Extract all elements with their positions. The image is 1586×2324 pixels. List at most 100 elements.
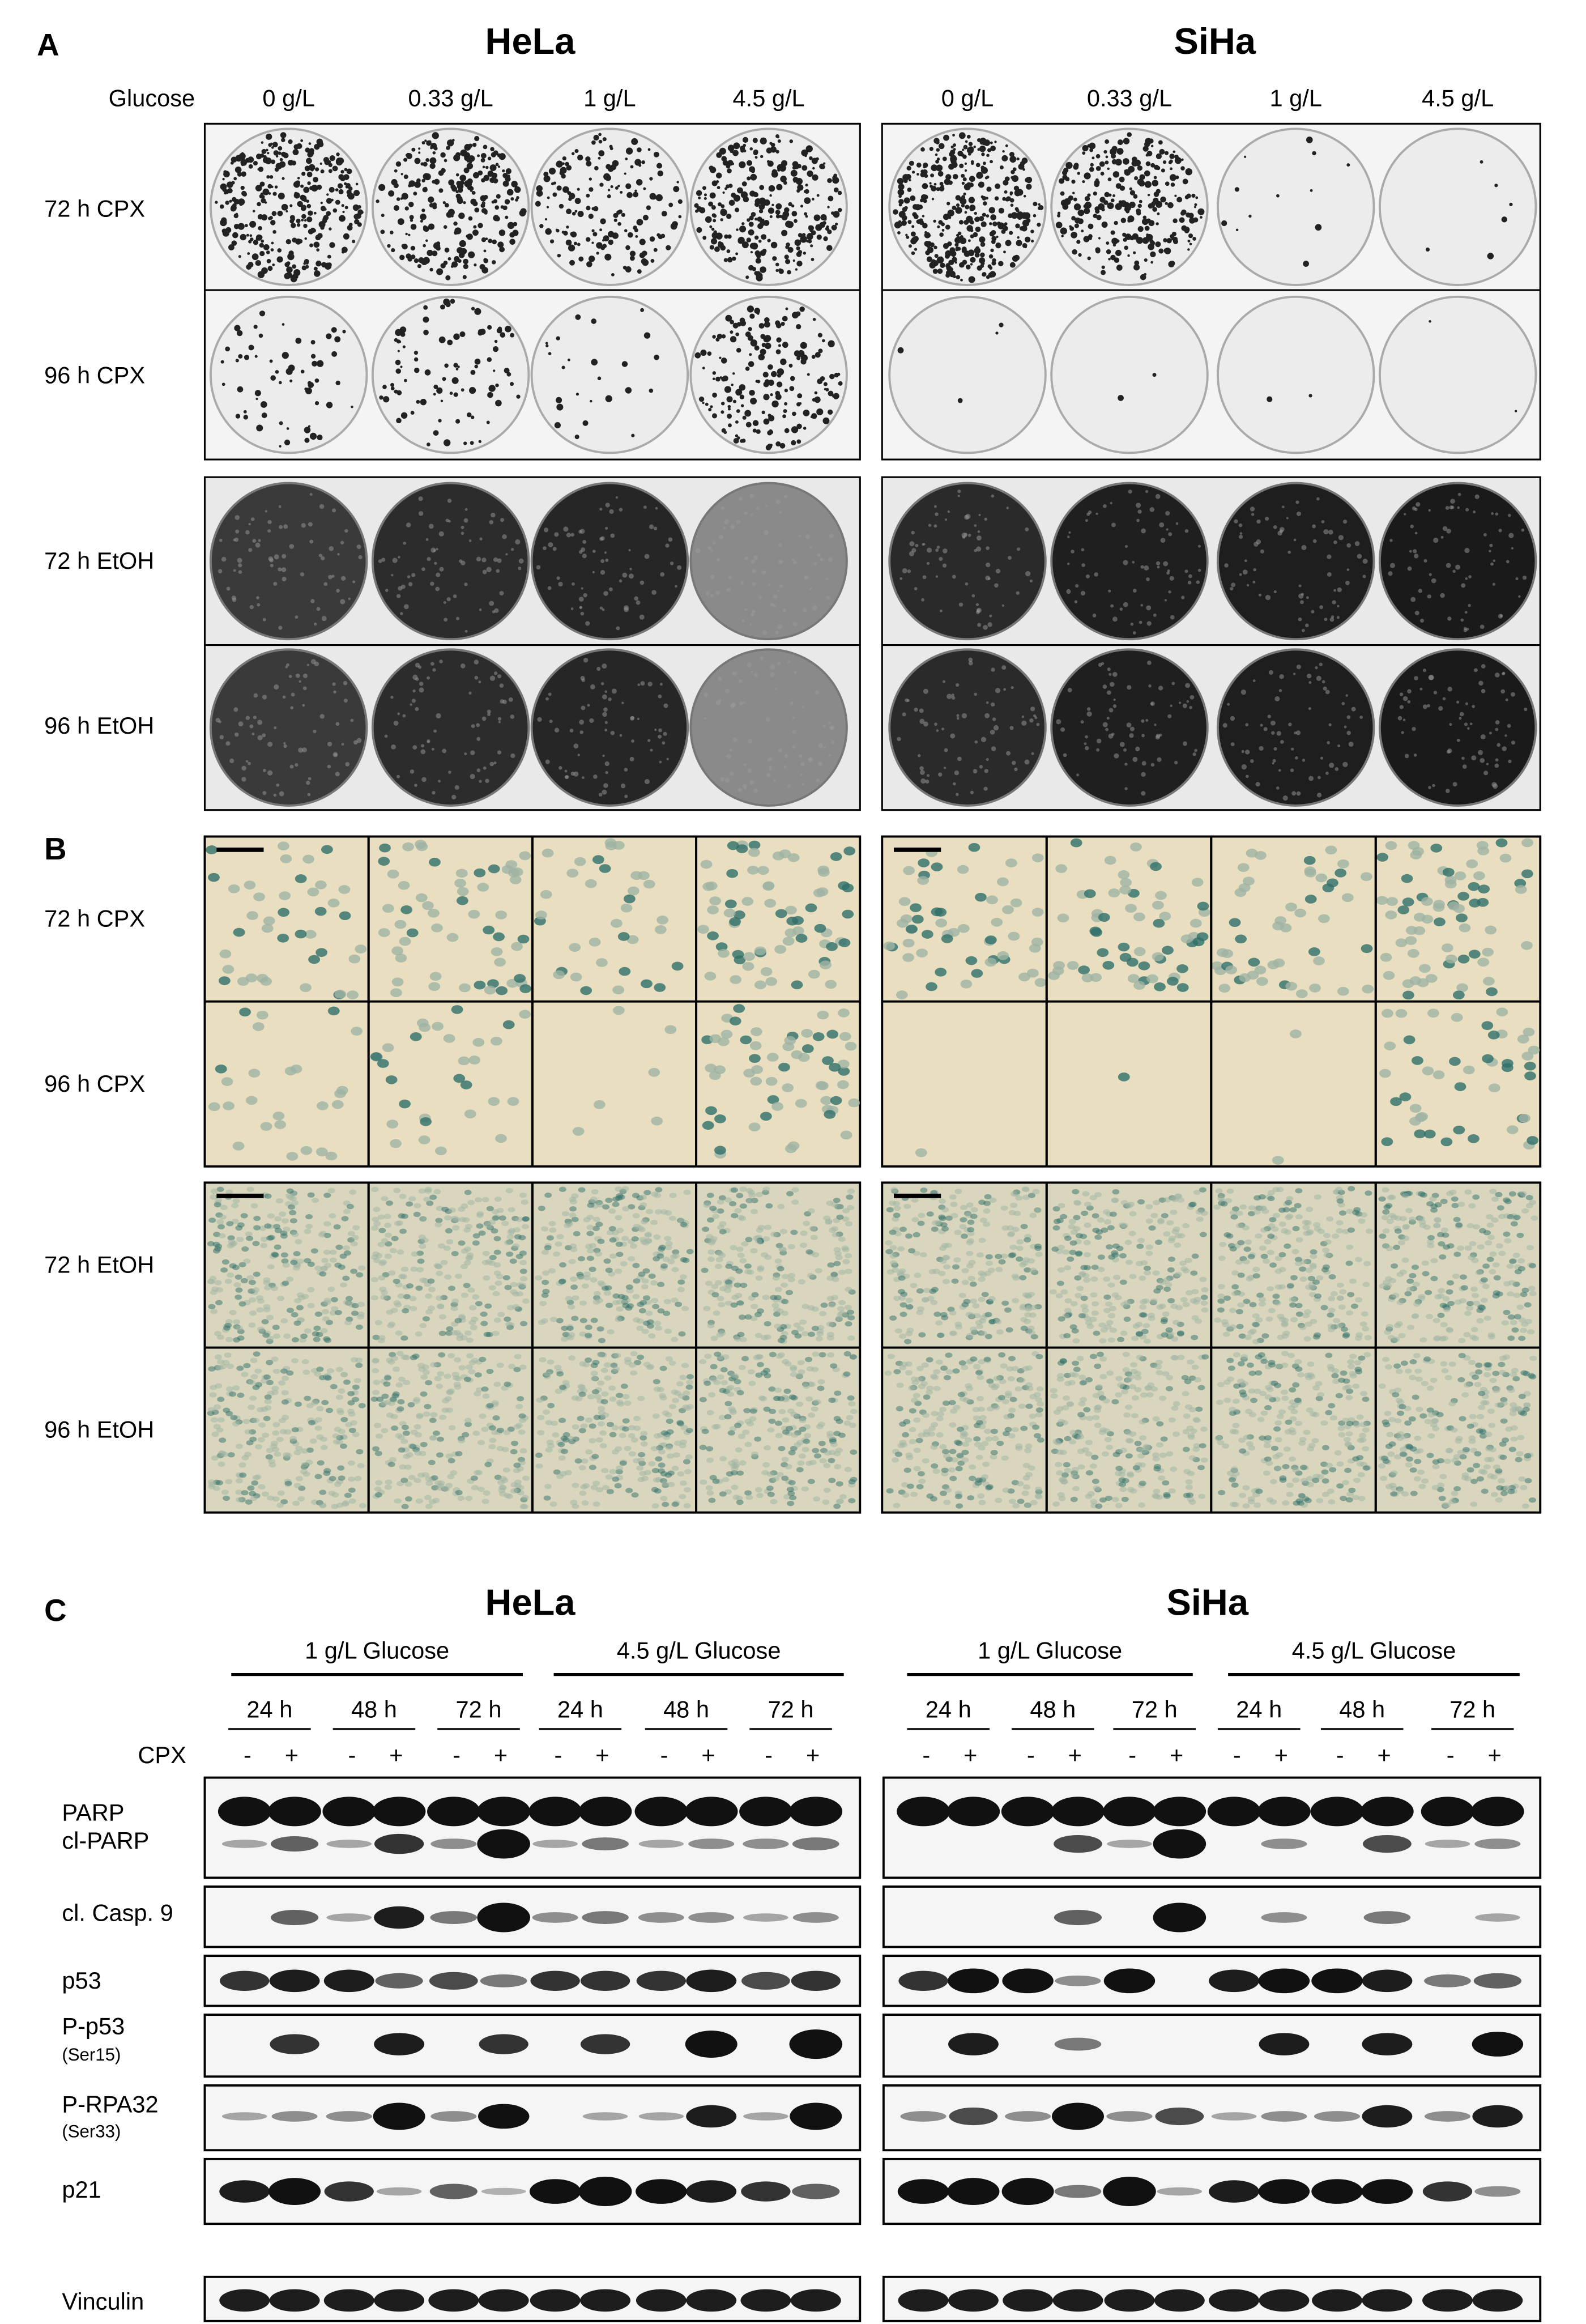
cell	[300, 983, 312, 992]
cell	[327, 1187, 335, 1194]
colony	[897, 189, 905, 196]
speckle	[1132, 631, 1136, 635]
speckle	[759, 656, 764, 661]
colony	[413, 350, 419, 355]
colony	[783, 409, 787, 414]
cell	[347, 1231, 355, 1237]
speckle	[408, 582, 413, 586]
speckle	[615, 496, 619, 499]
colony	[418, 151, 421, 154]
speckle	[1508, 533, 1514, 538]
speckle	[792, 560, 797, 564]
colony	[424, 369, 431, 376]
colony	[824, 388, 826, 390]
speckle	[769, 768, 772, 771]
colony	[421, 178, 425, 183]
cell	[519, 1010, 531, 1019]
colony	[748, 361, 754, 367]
cell	[351, 1027, 363, 1036]
colony	[1061, 235, 1064, 237]
speckle	[1157, 757, 1162, 762]
speckle	[592, 550, 596, 553]
colony	[961, 203, 965, 208]
colony	[989, 271, 996, 278]
colony	[952, 257, 957, 262]
colony	[380, 229, 385, 235]
colony	[493, 199, 498, 203]
speckle	[1342, 761, 1348, 768]
colony	[721, 334, 726, 339]
speckle	[273, 582, 278, 586]
cell	[654, 1320, 662, 1326]
cell	[252, 1241, 260, 1246]
colony	[943, 134, 949, 141]
colony	[495, 383, 499, 388]
cell	[244, 880, 256, 889]
cell	[631, 1236, 639, 1242]
colony	[586, 206, 591, 211]
colony	[293, 144, 299, 150]
cell	[814, 923, 826, 933]
speckle	[1351, 706, 1356, 712]
colony	[768, 364, 773, 370]
cell	[678, 1331, 686, 1337]
speckle	[400, 612, 403, 615]
cell	[824, 1110, 836, 1119]
colony	[950, 145, 954, 149]
colony	[786, 221, 794, 228]
speckle	[390, 696, 394, 699]
cell	[648, 1067, 660, 1077]
speckle	[580, 611, 585, 616]
cell	[248, 1404, 255, 1410]
cell	[339, 1282, 347, 1288]
cell	[801, 1028, 813, 1038]
cell	[736, 1246, 744, 1252]
speckle	[1148, 684, 1152, 688]
speckle	[336, 589, 340, 593]
cell	[617, 1194, 625, 1200]
cell	[573, 1231, 581, 1237]
cell	[786, 1191, 794, 1197]
speckle	[1141, 761, 1146, 766]
speckle	[1428, 509, 1431, 512]
cell	[508, 1364, 516, 1369]
colony	[775, 269, 779, 273]
speckle	[505, 553, 508, 556]
colony	[494, 339, 498, 343]
cell	[302, 854, 314, 864]
colony	[712, 377, 715, 381]
cell	[267, 1213, 275, 1219]
colony	[800, 236, 807, 243]
colony	[660, 233, 666, 239]
colony	[1037, 206, 1042, 210]
cell	[314, 1265, 322, 1271]
colony	[354, 219, 360, 225]
speckle	[758, 595, 762, 599]
colony	[1174, 155, 1179, 159]
colony	[340, 169, 344, 174]
cell	[519, 1321, 527, 1326]
colony	[1005, 197, 1009, 202]
speckle	[1160, 538, 1166, 543]
cell	[302, 1369, 310, 1375]
cell	[228, 884, 240, 893]
colony	[1016, 157, 1020, 161]
cell	[706, 1233, 714, 1240]
cell	[805, 1249, 813, 1255]
colony	[561, 231, 565, 234]
speckle	[939, 609, 943, 612]
cell	[639, 1194, 647, 1201]
plate	[1378, 295, 1537, 454]
speckle	[1422, 704, 1427, 709]
speckle	[391, 573, 394, 577]
cell	[336, 1410, 344, 1415]
cell	[432, 1021, 444, 1031]
cell	[276, 1296, 284, 1301]
cell	[349, 1189, 357, 1195]
cell	[388, 1270, 396, 1276]
cell	[399, 937, 411, 946]
cell	[286, 1308, 294, 1313]
colony	[298, 239, 303, 244]
colony	[901, 215, 907, 221]
speckle	[1139, 620, 1142, 624]
